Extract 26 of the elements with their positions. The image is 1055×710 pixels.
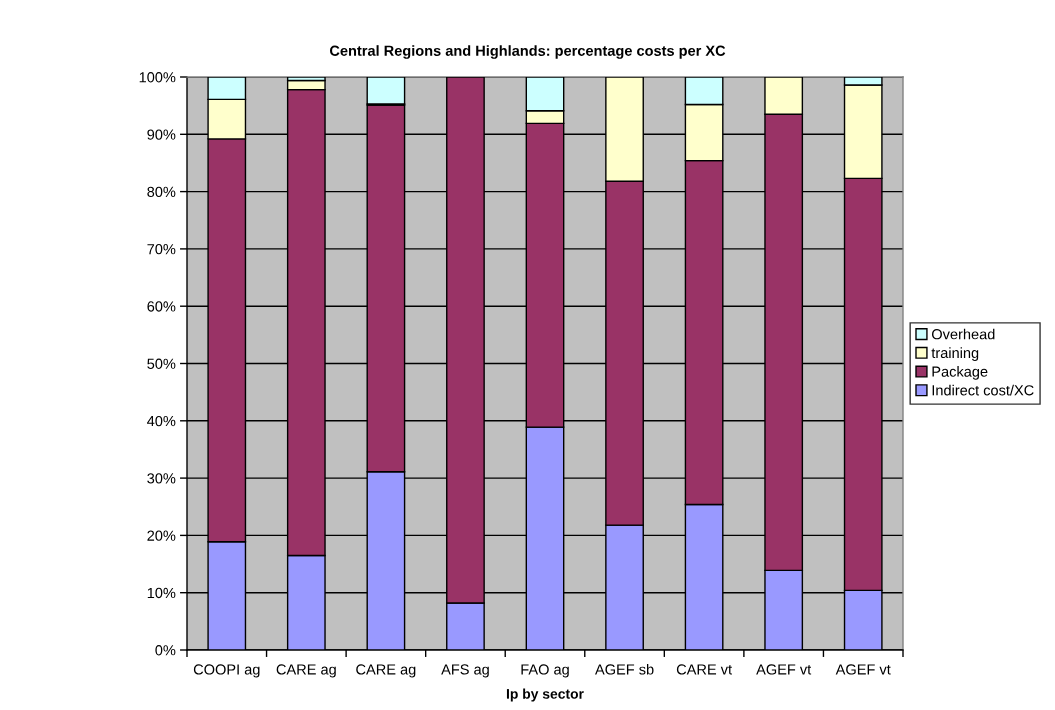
y-tick-label: 50% [147, 358, 176, 369]
x-tick-label: CARE vt [676, 664, 732, 675]
y-tick-label: 90% [147, 129, 176, 140]
x-axis-title: Ip by sector [506, 688, 584, 702]
x-tick-label: AFS ag [441, 664, 489, 678]
y-tick-label: 80% [147, 186, 176, 198]
y-tick-label: 30% [147, 473, 176, 484]
y-tick-label: 60% [147, 301, 176, 312]
x-tick-label: FAO ag [521, 664, 569, 678]
y-tick-label: 70% [147, 244, 176, 255]
chart-title: Central Regions and Highlands: percentage costs per XC [329, 45, 726, 59]
x-tick-label: CARE ag [356, 664, 416, 678]
legend-label: Overhead [932, 328, 995, 340]
x-tick-label: AGEF sb [595, 663, 654, 675]
legend-label: training [931, 347, 979, 361]
x-tick-label: AGEF vt [756, 664, 812, 675]
y-tick-label: 100% [139, 72, 176, 83]
x-tick-label: AGEF vt [835, 664, 891, 675]
y-tick-label: 40% [147, 415, 176, 427]
y-tick-label: 20% [147, 530, 176, 541]
legend-label: Package [932, 366, 988, 380]
y-tick-label: 10% [147, 587, 176, 599]
legend-label: Indirect cost/XC [932, 384, 1034, 396]
y-tick-label: 0% [155, 645, 176, 656]
x-tick-label: COOPI ag [193, 664, 260, 678]
x-tick-label: CARE ag [276, 664, 336, 678]
